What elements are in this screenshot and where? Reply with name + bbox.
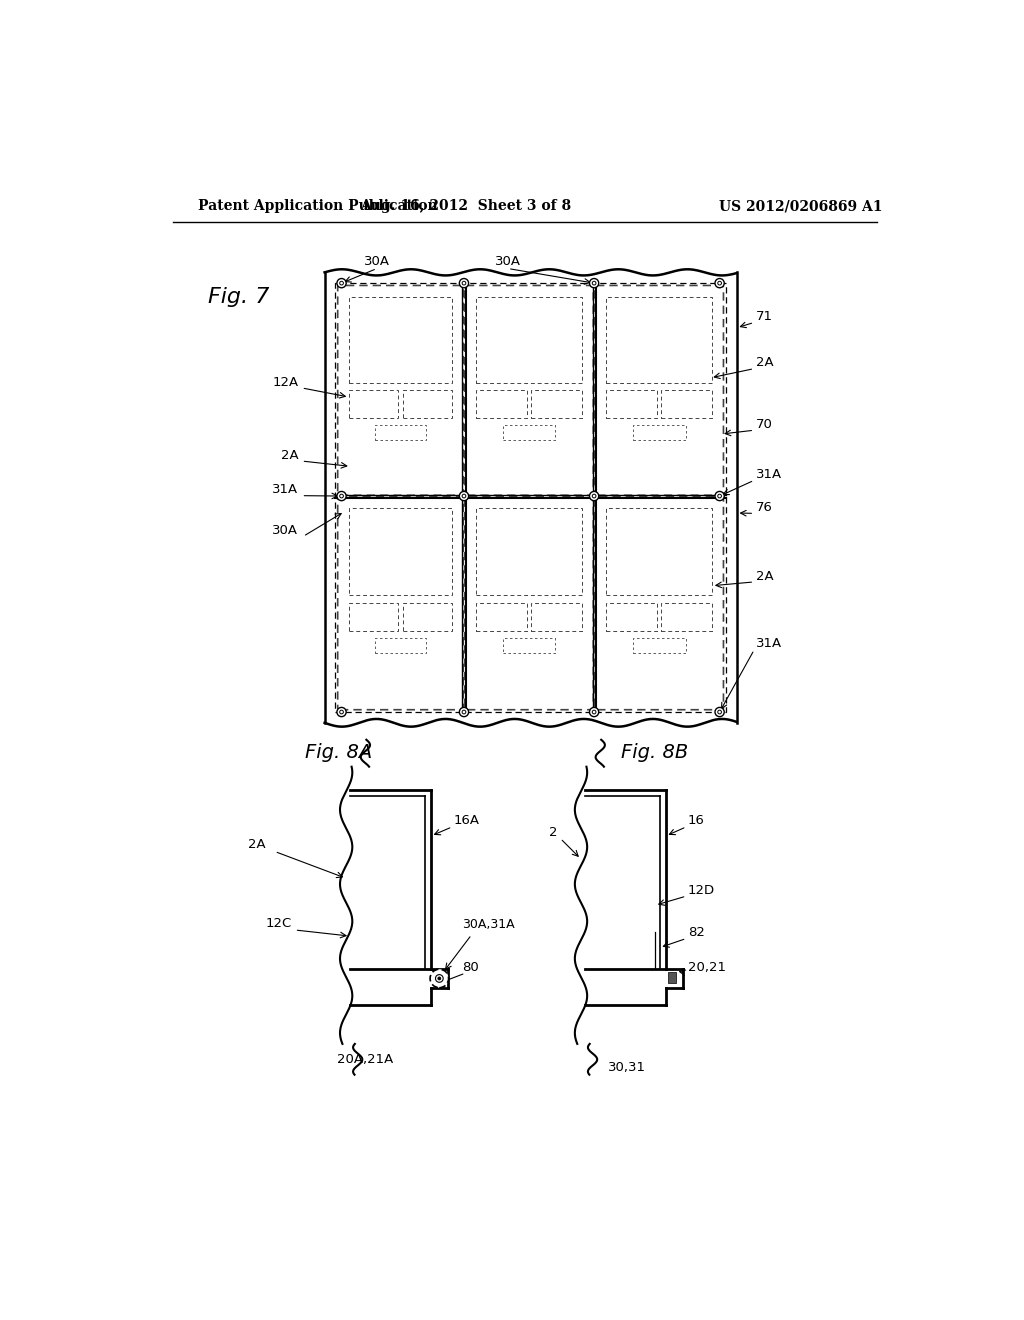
Text: 30A,31A: 30A,31A: [462, 919, 514, 932]
Bar: [476, 508, 582, 595]
Text: Aug. 16, 2012  Sheet 3 of 8: Aug. 16, 2012 Sheet 3 of 8: [360, 199, 571, 213]
Bar: [606, 391, 656, 418]
Text: 2A: 2A: [248, 838, 265, 850]
Text: 30A: 30A: [364, 255, 390, 268]
Circle shape: [592, 494, 596, 498]
Text: 31A: 31A: [756, 469, 782, 480]
Bar: [476, 391, 526, 418]
Bar: [606, 603, 656, 631]
Circle shape: [715, 708, 724, 717]
Text: 30A: 30A: [272, 524, 298, 537]
Circle shape: [337, 708, 346, 717]
Circle shape: [718, 710, 722, 714]
Circle shape: [590, 279, 599, 288]
Circle shape: [460, 708, 469, 717]
Text: 31A: 31A: [272, 483, 298, 496]
Text: 30,31: 30,31: [608, 1061, 646, 1074]
Bar: [349, 603, 398, 631]
Bar: [375, 638, 426, 653]
Circle shape: [718, 494, 722, 498]
Circle shape: [460, 279, 469, 288]
Bar: [531, 603, 582, 631]
Circle shape: [340, 281, 343, 285]
Text: 71: 71: [756, 310, 773, 323]
Text: 70: 70: [756, 418, 773, 430]
Circle shape: [337, 491, 346, 500]
Bar: [606, 508, 712, 595]
Circle shape: [590, 708, 599, 717]
Circle shape: [462, 281, 466, 285]
Circle shape: [715, 491, 724, 500]
Text: Patent Application Publication: Patent Application Publication: [199, 199, 438, 213]
Bar: [606, 297, 712, 383]
Text: 12C: 12C: [266, 917, 292, 929]
Circle shape: [460, 491, 469, 500]
Text: 80: 80: [462, 961, 478, 974]
Bar: [402, 603, 452, 631]
Bar: [633, 638, 685, 653]
Bar: [476, 297, 582, 383]
Text: 20,21: 20,21: [688, 961, 726, 974]
Text: 2: 2: [550, 826, 558, 840]
Bar: [349, 297, 452, 383]
Circle shape: [590, 491, 599, 500]
Text: 2A: 2A: [756, 570, 773, 583]
Bar: [503, 425, 555, 440]
Circle shape: [592, 281, 596, 285]
Circle shape: [715, 279, 724, 288]
Bar: [503, 638, 555, 653]
Circle shape: [462, 494, 466, 498]
Text: 2A: 2A: [756, 356, 773, 370]
Text: Fig. 8B: Fig. 8B: [621, 743, 688, 763]
Text: 12D: 12D: [688, 884, 715, 896]
Circle shape: [438, 977, 441, 979]
Bar: [375, 425, 426, 440]
Text: Fig. 8A: Fig. 8A: [305, 743, 372, 763]
Bar: [662, 603, 712, 631]
Text: 16: 16: [688, 814, 705, 828]
Bar: [668, 973, 676, 983]
Bar: [349, 391, 398, 418]
Circle shape: [430, 969, 449, 987]
Circle shape: [340, 494, 343, 498]
Circle shape: [435, 974, 443, 982]
Text: 2A: 2A: [281, 449, 298, 462]
Bar: [349, 508, 452, 595]
Bar: [662, 391, 712, 418]
Text: Fig. 7: Fig. 7: [208, 286, 269, 308]
Text: 12A: 12A: [272, 376, 298, 388]
Circle shape: [718, 281, 722, 285]
Bar: [336, 284, 726, 711]
Bar: [633, 425, 685, 440]
Circle shape: [462, 710, 466, 714]
Bar: [476, 603, 526, 631]
Text: 76: 76: [756, 502, 773, 513]
Text: 20A,21A: 20A,21A: [337, 1053, 393, 1067]
Bar: [402, 391, 452, 418]
Text: 31A: 31A: [756, 638, 782, 651]
Circle shape: [592, 710, 596, 714]
Text: US 2012/0206869 A1: US 2012/0206869 A1: [719, 199, 883, 213]
Text: 82: 82: [688, 927, 705, 939]
Circle shape: [340, 710, 343, 714]
Text: 16A: 16A: [454, 814, 480, 828]
Bar: [531, 391, 582, 418]
Text: 30A: 30A: [495, 255, 521, 268]
Circle shape: [337, 279, 346, 288]
